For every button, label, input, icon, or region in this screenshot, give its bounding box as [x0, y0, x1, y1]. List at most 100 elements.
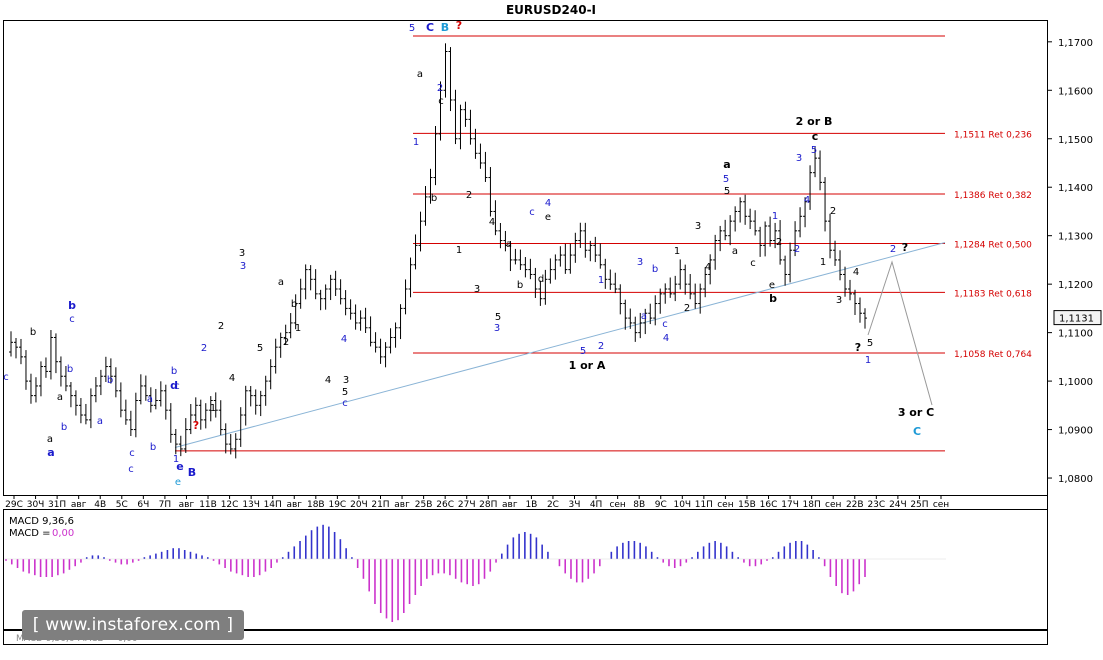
wave-label: 3 — [239, 248, 245, 259]
wave-label: b — [517, 280, 523, 291]
macd-value-label: MACD = — [9, 528, 51, 539]
x-tick-label: 28П — [479, 500, 497, 510]
wave-label: c — [129, 448, 135, 459]
wave-label: C — [426, 21, 434, 34]
bottom-tab-bar — [3, 630, 1048, 645]
wave-label: 5 — [257, 343, 263, 354]
macd-value: 0,00 — [52, 528, 74, 539]
wave-label: d — [170, 379, 178, 392]
wave-label: c — [3, 372, 9, 383]
wave-label: b — [61, 422, 67, 433]
trend-lines — [174, 241, 946, 448]
y-tick-label: 1,0800 — [1058, 474, 1093, 485]
wave-label: 3 — [240, 261, 246, 272]
wave-label: 1 — [456, 245, 462, 256]
x-tick-label: 23С — [867, 500, 885, 510]
x-tick-label: авг — [502, 500, 518, 510]
x-tick-label: 12С — [221, 500, 239, 510]
retracement-label: 1,1511 Ret 0,236 — [954, 130, 1032, 140]
wave-label: 4 — [804, 195, 810, 206]
x-tick-label: сен — [609, 500, 625, 510]
x-tick-label: 25П — [910, 500, 928, 510]
wave-label: b — [30, 327, 36, 338]
wave-label: c — [529, 207, 535, 218]
x-tick-label: 13Ч — [242, 500, 260, 510]
x-tick-label: 5С — [116, 500, 128, 510]
wave-label: b — [68, 299, 76, 312]
wave-label: C — [913, 425, 921, 438]
x-tick-label: 26С — [436, 500, 454, 510]
wave-label: b — [107, 375, 113, 386]
wave-label: c — [812, 130, 819, 143]
wave-label: c — [662, 319, 668, 330]
x-tick-label: 3Ч — [569, 500, 581, 510]
wave-label: b — [652, 264, 658, 275]
wave-label: 1 — [173, 454, 179, 465]
wave-label: b — [431, 193, 437, 204]
macd-plot-frame — [3, 509, 1048, 630]
wave-label: 3 — [796, 153, 802, 164]
wave-label: e — [176, 460, 183, 473]
x-tick-label: 17Ч — [781, 500, 799, 510]
wave-label: 1 or A — [569, 359, 606, 372]
wave-label: 5 — [724, 186, 730, 197]
wave-label: 1 — [674, 246, 680, 257]
wave-label: b — [769, 292, 777, 305]
wave-label: 2 — [283, 337, 289, 348]
wave-label: B — [441, 21, 449, 34]
x-tick-label: 6Ч — [137, 500, 149, 510]
wave-label: 3 or C — [898, 406, 934, 419]
wave-label: c — [438, 96, 444, 107]
wave-label: 3 — [343, 375, 349, 386]
wave-label: 4 — [229, 373, 235, 384]
macd-label: MACD 9,36,6 — [9, 516, 74, 527]
retracement-label: 1,1284 Ret 0,500 — [954, 240, 1032, 250]
y-tick-label: 1,1100 — [1058, 329, 1093, 340]
wave-label: c — [342, 398, 348, 409]
watermark-banner: [ www.instaforex.com ] — [22, 610, 244, 640]
wave-label: 2 — [437, 83, 443, 94]
time-axis: 29С 30Ч 31П авг 4В 5С 6Ч 7П авг 11В 12С 13Ч 14П авг 18… — [5, 495, 949, 510]
wave-label: 5 — [342, 387, 348, 398]
wave-label: 5 — [495, 312, 501, 323]
wave-label: 1 — [772, 211, 778, 222]
x-tick-label: 11В — [199, 500, 217, 510]
support-trendline — [174, 241, 946, 448]
x-tick-label: 10Ч — [673, 500, 691, 510]
x-tick-label: сен — [717, 500, 733, 510]
wave-label: c — [750, 258, 756, 269]
x-tick-label: 1В — [525, 500, 537, 510]
wave-label: ? — [193, 419, 199, 432]
y-tick-label: 1,1500 — [1058, 135, 1093, 146]
macd-histogram — [4, 524, 946, 622]
wave-label: ? — [902, 241, 908, 254]
x-tick-label: 4В — [94, 500, 106, 510]
retracement-label: 1,1183 Ret 0,618 — [954, 289, 1032, 299]
x-tick-label: 29С — [5, 500, 23, 510]
wave-label: 3 — [494, 323, 500, 334]
wave-label: 2 — [776, 237, 782, 248]
x-tick-label: 18В — [307, 500, 325, 510]
wave-label: 1 — [865, 355, 871, 366]
x-tick-label: авг — [71, 500, 87, 510]
wave-label: 1 — [820, 257, 826, 268]
y-tick-label: 1,1600 — [1058, 86, 1093, 97]
wave-label: a — [723, 158, 730, 171]
x-tick-label: 31П — [48, 500, 66, 510]
y-tick-label: 1,1700 — [1058, 38, 1093, 49]
retracement-levels: 1,1511 Ret 0,236 1,1386 Ret 0,382 1,1284 R… — [175, 35, 1032, 452]
wave-label: a — [47, 434, 53, 445]
wave-label: 4 — [325, 375, 331, 386]
x-tick-label: 15В — [738, 500, 756, 510]
x-tick-label: 16С — [760, 500, 778, 510]
wave-label: 4 — [705, 262, 711, 273]
x-tick-label: 30Ч — [27, 500, 45, 510]
x-tick-label: 20Ч — [350, 500, 368, 510]
wave-label: a — [147, 394, 153, 405]
x-tick-label: 9С — [655, 500, 667, 510]
x-tick-label: 27Ч — [458, 500, 476, 510]
wave-label: b — [67, 364, 73, 375]
wave-label: 3 — [637, 257, 643, 268]
wave-label: e — [545, 212, 551, 223]
x-tick-label: сен — [825, 500, 841, 510]
